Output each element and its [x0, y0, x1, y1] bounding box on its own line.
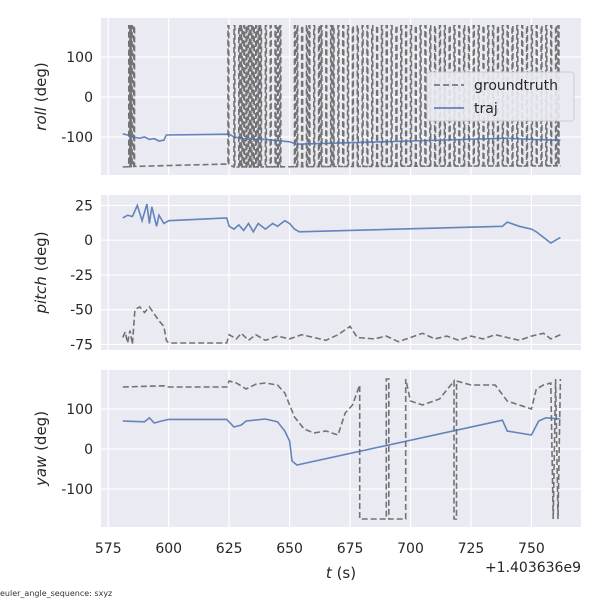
- subplot-yaw: 100 0 -100 yaw (deg) 575 600 625 650 675 700 725 75…: [32, 370, 581, 582]
- y-axis-label-unit: (deg): [32, 62, 50, 107]
- y-tick-label: 100: [66, 402, 93, 418]
- y-tick-label: 100: [66, 50, 93, 66]
- y-axis-label-name: yaw: [32, 455, 50, 487]
- y-tick-label: -75: [70, 337, 93, 353]
- y-tick-label: -100: [61, 482, 93, 498]
- y-tick-label: -25: [70, 268, 93, 284]
- x-tick-label: 650: [276, 541, 303, 557]
- x-tick-label: 700: [397, 541, 424, 557]
- series-traj-line: [122, 416, 561, 466]
- y-axis-label-name: roll: [32, 106, 50, 131]
- plot-area: [101, 195, 581, 350]
- y-axis-label-unit: (deg): [32, 411, 50, 456]
- y-tick-label: 0: [84, 90, 93, 106]
- x-offset-label: +1.403636e9: [485, 560, 581, 576]
- x-tick-label: 625: [216, 541, 243, 557]
- legend-groundtruth-label: groundtruth: [474, 78, 558, 94]
- subplot-roll: 100 0 -100 roll (deg) groundtruth traj: [32, 18, 581, 175]
- x-tick-label: 725: [458, 541, 485, 557]
- series-traj-line: [122, 133, 561, 146]
- series-groundtruth-line: [122, 25, 561, 169]
- x-axis-label-unit: (s): [332, 564, 356, 582]
- footer-note: euler_angle_sequence: sxyz: [0, 589, 112, 598]
- y-axis-label-unit: (deg): [32, 231, 50, 276]
- subplot-pitch: 25 0 -25 -50 -75 pitch (deg): [32, 195, 581, 353]
- x-tick-label: 750: [518, 541, 545, 557]
- series-traj-line: [122, 203, 561, 244]
- y-tick-label: 0: [84, 442, 93, 458]
- y-axis-label: roll (deg): [32, 62, 50, 130]
- x-axis-label-name: t: [326, 564, 333, 582]
- y-tick-label: -50: [70, 303, 93, 319]
- series-groundtruth-line: [122, 378, 562, 520]
- legend: groundtruth traj: [426, 71, 575, 122]
- x-tick-label: 600: [155, 541, 182, 557]
- x-tick-label: 575: [95, 541, 122, 557]
- x-axis-label: t (s): [326, 564, 356, 582]
- x-tick-label: 675: [337, 541, 364, 557]
- series-groundtruth-line: [122, 305, 561, 345]
- y-tick-label: -100: [61, 130, 93, 146]
- y-tick-label: 25: [75, 198, 93, 214]
- legend-traj-label: traj: [474, 101, 498, 117]
- y-axis-label: yaw (deg): [32, 411, 50, 487]
- y-axis-label-name: pitch: [32, 276, 50, 314]
- y-tick-label: 0: [84, 233, 93, 249]
- y-axis-label: pitch (deg): [32, 231, 50, 314]
